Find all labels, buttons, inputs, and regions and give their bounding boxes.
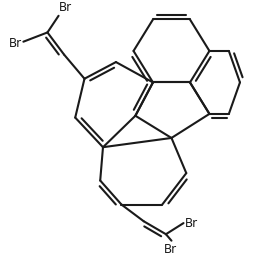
Text: Br: Br: [59, 1, 72, 14]
Text: Br: Br: [184, 217, 198, 230]
Text: Br: Br: [9, 37, 22, 50]
Text: Br: Br: [164, 242, 177, 255]
